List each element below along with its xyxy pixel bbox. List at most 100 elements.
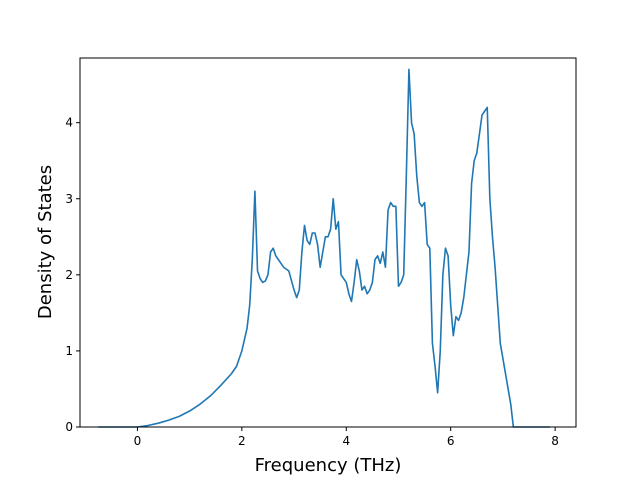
y-axis-label: Density of States [35,165,56,319]
data-point [455,316,457,318]
data-point [254,190,256,192]
data-point [466,274,468,276]
data-point [330,228,332,230]
data-point [400,282,402,284]
data-point [437,392,439,394]
x-tick-label: 8 [551,434,559,448]
data-point [369,289,371,291]
data-point [385,266,387,268]
data-point [502,358,504,360]
data-point [340,274,342,276]
data-point [168,419,170,421]
data-point [335,228,337,230]
data-point [199,403,201,405]
data-point [473,160,475,162]
data-point [372,282,374,284]
data-point [471,183,473,185]
data-point [497,304,499,306]
data-point [505,373,507,375]
data-point [158,422,160,424]
data-point [332,198,334,200]
data-point [257,270,259,272]
data-point [338,221,340,223]
data-point [479,133,481,135]
data-point [486,107,488,109]
data-point [382,251,384,253]
data-point [492,236,494,238]
data-point [293,289,295,291]
data-point [408,69,410,71]
data-point [288,270,290,272]
data-point [270,251,272,253]
data-point [442,274,444,276]
series-line [98,68,550,428]
data-point [416,175,418,177]
data-point [178,416,180,418]
data-point [317,244,319,246]
data-point [403,274,405,276]
data-point [392,206,394,208]
data-point [421,206,423,208]
data-point [450,304,452,306]
data-point [453,335,455,337]
data-point [147,425,149,427]
data-point [280,263,282,265]
y-tick-label: 3 [65,192,73,206]
data-point [476,152,478,154]
data-point [406,175,408,177]
data-point [390,202,392,204]
y-tick-label: 1 [65,344,73,358]
data-point [387,209,389,211]
data-point [411,122,413,124]
data-point [314,232,316,234]
y-tick-label: 4 [65,116,73,130]
data-point [468,251,470,253]
data-point [395,206,397,208]
data-point [460,312,462,314]
data-point [262,282,264,284]
x-tick-label: 4 [342,434,350,448]
data-point [283,266,285,268]
y-axis: 0 1 2 3 4 [65,116,80,434]
data-point [272,247,274,249]
data-point [325,236,327,238]
data-point [296,297,298,299]
data-point [236,365,238,367]
data-point [220,384,222,386]
data-point [426,244,428,246]
data-point [345,282,347,284]
x-tick-label: 2 [238,434,246,448]
data-point [424,202,426,204]
data-point [510,403,512,405]
x-tick-label: 0 [134,434,142,448]
data-point [351,301,353,303]
data-point [364,285,366,287]
data-point [319,266,321,268]
data-point [189,410,191,412]
data-point [445,247,447,249]
data-point [304,225,306,227]
data-point [361,289,363,291]
data-point [231,373,233,375]
data-point [309,244,311,246]
data-point [377,255,379,257]
data-point [413,133,415,135]
data-point [432,343,434,345]
x-tick-label: 6 [447,434,455,448]
data-point [259,278,261,280]
data-point [275,255,277,257]
data-point [507,388,509,390]
axes-frame [79,57,577,428]
data-point [267,274,269,276]
data-point [366,293,368,295]
data-point [429,247,431,249]
x-axis: 0 2 4 6 8 [134,427,559,448]
data-point [246,327,248,329]
x-axis-label: Frequency (THz) [255,455,402,476]
data-point [439,350,441,352]
data-point [489,198,491,200]
data-point [434,365,436,367]
y-tick-label: 2 [65,268,73,282]
